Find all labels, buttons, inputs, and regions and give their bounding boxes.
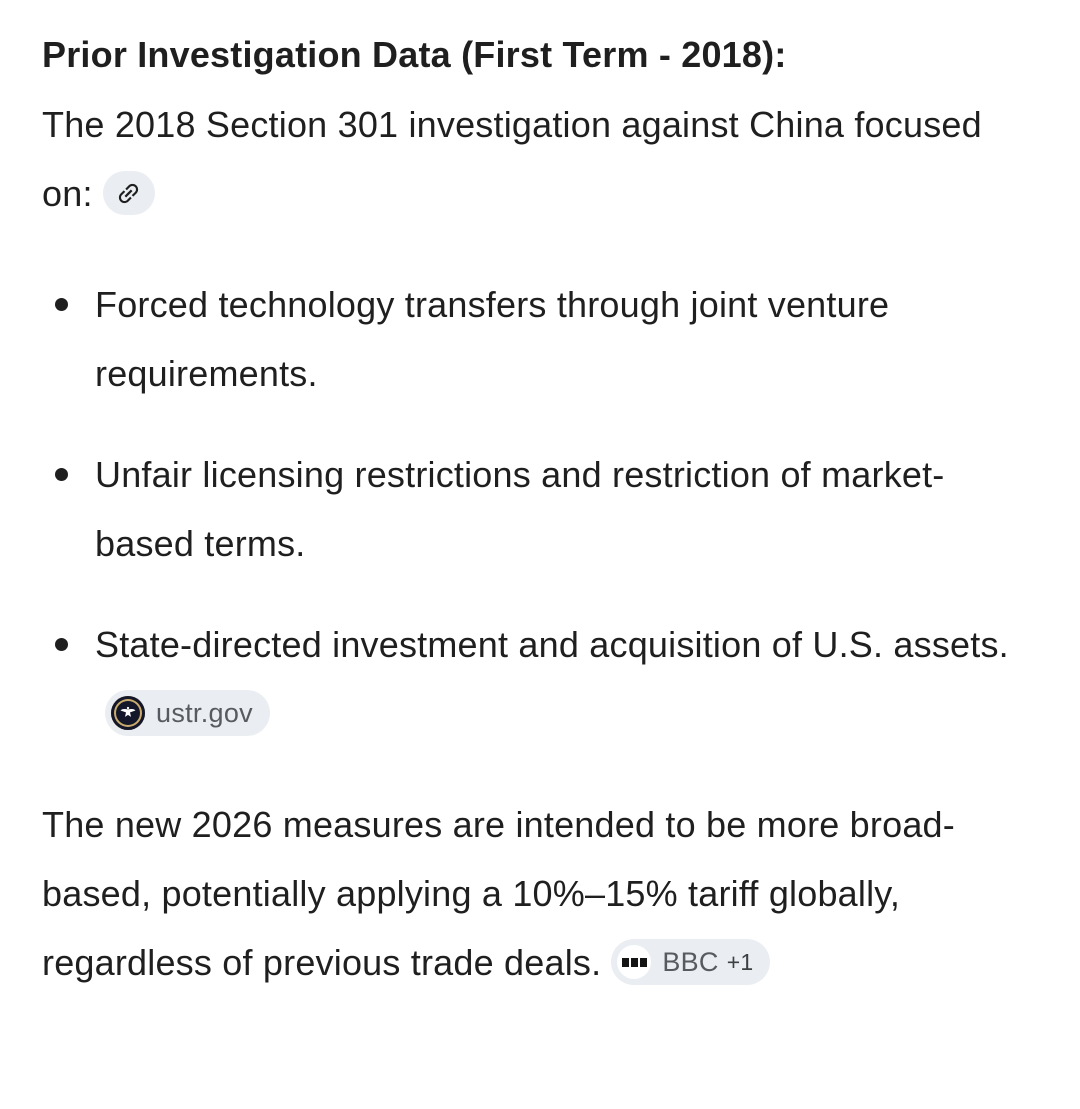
bullet-list: Forced technology transfers through join… xyxy=(42,270,1042,748)
list-item-text: Forced technology transfers through join… xyxy=(95,284,890,394)
source-link-chip[interactable] xyxy=(102,171,155,216)
bbc-blocks-icon xyxy=(617,945,652,980)
citation-extra-count: +1 xyxy=(726,948,754,975)
intro-paragraph: The 2018 Section 301 investigation again… xyxy=(42,90,1042,228)
ustr-seal-icon xyxy=(111,696,145,731)
link-icon xyxy=(119,183,139,204)
intro-text: The 2018 Section 301 investigation again… xyxy=(42,104,982,214)
closing-paragraph: The new 2026 measures are intended to be… xyxy=(42,790,1042,997)
list-item: Forced technology transfers through join… xyxy=(42,270,1042,408)
citation-source: BBC xyxy=(662,946,719,977)
list-item-text: State-directed investment and acquisitio… xyxy=(95,624,1009,665)
section-heading: Prior Investigation Data (First Term - 2… xyxy=(42,34,787,75)
list-item: State-directed investment and acquisitio… xyxy=(42,610,1042,748)
citation-chip-ustr[interactable]: ustr.gov xyxy=(105,690,270,737)
list-item-text: Unfair licensing restrictions and restri… xyxy=(95,454,945,564)
citation-source: ustr.gov xyxy=(156,697,253,728)
list-item: Unfair licensing restrictions and restri… xyxy=(42,440,1042,578)
assistant-answer: Prior Investigation Data (First Term - 2… xyxy=(42,34,1042,997)
closing-text: The new 2026 measures are intended to be… xyxy=(42,804,955,983)
citation-chip-bbc[interactable]: BBC +1 xyxy=(611,939,771,986)
